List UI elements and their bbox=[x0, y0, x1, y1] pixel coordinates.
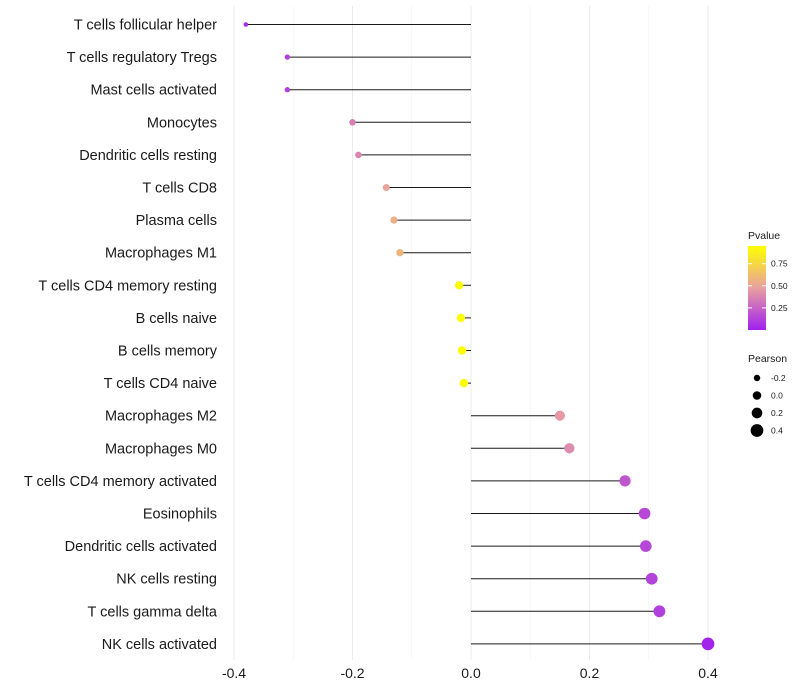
category-label: T cells CD8 bbox=[142, 181, 217, 197]
category-label: T cells regulatory Tregs bbox=[67, 50, 217, 66]
pearson-legend: Pearson -0.2 0.0 0.2 0.4 bbox=[748, 353, 787, 437]
data-point bbox=[454, 281, 464, 290]
size-key-dot bbox=[751, 407, 763, 419]
colorbar-tick-label: 0.75 bbox=[771, 259, 788, 269]
data-point bbox=[382, 183, 390, 192]
data-point bbox=[456, 313, 466, 323]
size-key-dot bbox=[750, 424, 764, 437]
category-label: Dendritic cells resting bbox=[79, 148, 217, 164]
data-point bbox=[639, 540, 652, 552]
category-label: Macrophages M1 bbox=[105, 246, 217, 262]
category-label: T cells CD4 memory activated bbox=[24, 474, 217, 490]
category-label: B cells naive bbox=[136, 311, 217, 327]
category-label: Dendritic cells activated bbox=[65, 539, 217, 555]
category-label: NK cells activated bbox=[102, 637, 217, 653]
data-point bbox=[638, 507, 651, 520]
size-key-dot bbox=[752, 391, 762, 400]
data-point bbox=[701, 637, 715, 651]
category-label: B cells memory bbox=[118, 344, 218, 360]
stems bbox=[245, 24, 708, 645]
data-point bbox=[355, 151, 362, 159]
x-tick-label: 0.0 bbox=[461, 665, 481, 681]
category-label: Eosinophils bbox=[143, 507, 217, 523]
pearson-legend-title: Pearson bbox=[748, 353, 787, 365]
data-point bbox=[349, 119, 356, 126]
category-label: Mast cells activated bbox=[90, 83, 217, 99]
points bbox=[243, 22, 715, 651]
x-axis-tick-labels: -0.4 -0.2 0.0 0.2 0.4 bbox=[222, 665, 718, 681]
category-label: Monocytes bbox=[147, 115, 217, 131]
data-point bbox=[459, 378, 469, 388]
x-tick-label: -0.4 bbox=[222, 665, 246, 681]
data-point bbox=[284, 87, 290, 93]
x-tick-label: 0.4 bbox=[698, 665, 718, 681]
colorbar-tick-label: 0.50 bbox=[771, 281, 788, 291]
data-point bbox=[243, 22, 249, 27]
data-point bbox=[619, 475, 631, 487]
data-point bbox=[396, 249, 404, 257]
data-point bbox=[653, 605, 666, 618]
data-point bbox=[390, 216, 398, 224]
data-point bbox=[564, 443, 575, 454]
category-label: T cells gamma delta bbox=[88, 604, 218, 620]
category-label: Plasma cells bbox=[136, 213, 217, 229]
category-label: NK cells resting bbox=[116, 572, 217, 588]
category-label: Macrophages M0 bbox=[105, 441, 217, 457]
data-point bbox=[554, 410, 565, 421]
colorbar-tick-label: 0.25 bbox=[771, 303, 788, 313]
category-labels: T cells follicular helper T cells regulat… bbox=[24, 18, 218, 653]
size-key-label: 0.2 bbox=[771, 408, 783, 418]
grid-lines bbox=[233, 6, 709, 660]
size-key-label: 0.4 bbox=[771, 426, 783, 436]
category-label: T cells CD4 naive bbox=[104, 376, 217, 392]
x-tick-label: -0.2 bbox=[340, 665, 364, 681]
x-tick-label: 0.2 bbox=[580, 665, 600, 681]
pvalue-legend-title: Pvalue bbox=[748, 230, 780, 242]
category-label: Macrophages M2 bbox=[105, 409, 217, 425]
category-label: T cells follicular helper bbox=[74, 18, 217, 34]
size-key-dot bbox=[753, 374, 761, 382]
pvalue-colorbar bbox=[748, 246, 766, 330]
size-key-label: 0.0 bbox=[771, 391, 783, 401]
category-label: T cells CD4 memory resting bbox=[38, 278, 217, 294]
pvalue-legend: Pvalue 0.25 0.50 0.75 bbox=[748, 230, 788, 330]
data-point bbox=[284, 54, 290, 60]
data-point bbox=[457, 346, 467, 355]
size-key-label: -0.2 bbox=[771, 373, 786, 383]
data-point bbox=[645, 572, 658, 585]
